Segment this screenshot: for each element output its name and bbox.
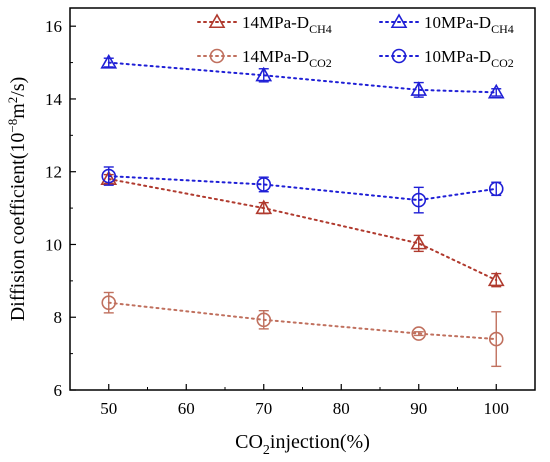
series-3 (101, 291, 504, 368)
legend-marker (208, 13, 226, 29)
series-line (107, 301, 498, 341)
legend-marker (391, 48, 407, 64)
data-point (101, 168, 117, 184)
legend-label: 14MPa-DCH4 (242, 13, 332, 36)
x-tick-label: 60 (178, 399, 195, 418)
legend-item-2: 10MPa-DCH4 (379, 13, 514, 36)
series-line (107, 175, 498, 202)
data-point (256, 312, 272, 328)
y-tick-label: 6 (54, 381, 63, 400)
legend-item-3: 14MPa-DCO2 (197, 47, 332, 70)
data-point (410, 234, 428, 250)
data-point (410, 81, 428, 96)
data-point (411, 192, 427, 208)
series-line (107, 61, 498, 94)
legend-marker (390, 13, 408, 29)
legend-item-4: 10MPa-DCO2 (379, 47, 514, 70)
series-4 (101, 166, 504, 214)
x-tick-label: 50 (100, 399, 117, 418)
x-tick-label: 90 (410, 399, 427, 418)
series-line (107, 177, 498, 282)
data-point (488, 181, 504, 197)
legend-label: 14MPa-DCO2 (242, 47, 332, 70)
legend-label: 10MPa-DCH4 (424, 13, 514, 36)
data-point (101, 295, 117, 310)
x-tick-label: 70 (255, 399, 272, 418)
data-point (488, 331, 504, 347)
data-point (487, 83, 505, 99)
data-point (100, 53, 118, 69)
data-point (256, 177, 272, 192)
y-tick-label: 8 (54, 308, 63, 327)
x-tick-label: 80 (333, 399, 350, 418)
y-axis-title: Diffision coefficient(10−8m2/s) (5, 77, 29, 322)
x-axis-title: CO2injection(%) (235, 431, 370, 458)
y-tick-label: 10 (45, 235, 62, 254)
data-point (255, 199, 273, 215)
data-point (411, 326, 427, 341)
y-tick-label: 16 (45, 17, 62, 36)
legend-item-1: 14MPa-DCH4 (197, 13, 332, 36)
legend-marker (209, 48, 225, 64)
legend-label: 10MPa-DCO2 (424, 47, 514, 70)
y-tick-label: 14 (45, 90, 63, 109)
data-point (487, 271, 505, 287)
series-2 (100, 53, 505, 99)
data-point (255, 66, 273, 82)
y-tick-label: 12 (45, 163, 62, 182)
x-tick-label: 100 (484, 399, 510, 418)
